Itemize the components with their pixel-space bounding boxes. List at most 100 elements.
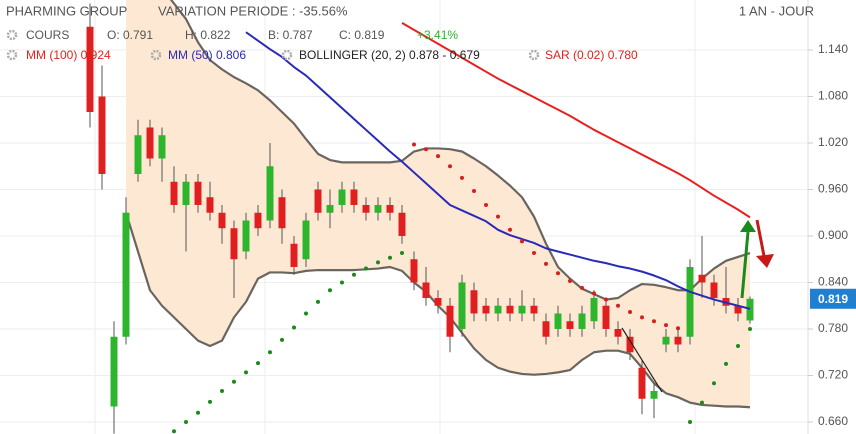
sar-dot [676, 326, 680, 331]
candle-body [374, 204, 382, 213]
candle-body [218, 212, 226, 229]
legend-high: H: 0.822 [185, 28, 231, 42]
candle-body [266, 166, 274, 221]
sar-dot [484, 202, 488, 207]
sar-dot [196, 410, 200, 415]
candle-body [182, 181, 190, 205]
gear-icon[interactable] [6, 29, 18, 41]
candle-body [578, 313, 586, 329]
legend-open: O: 0.791 [107, 28, 153, 42]
trend-line [621, 327, 663, 393]
sar-dot [208, 399, 212, 404]
candle-body [686, 266, 694, 337]
candle-body [626, 336, 634, 353]
candle-body [338, 189, 346, 205]
candle-body [350, 189, 358, 205]
candle-body [86, 26, 94, 112]
subtitle: VARIATION PERIODE : -35.56% [158, 3, 348, 18]
sar-dot [400, 251, 404, 256]
y-tick-label: 0.660 [818, 414, 848, 428]
sar-dot [292, 325, 296, 330]
candle-body [98, 96, 106, 174]
candle-body [122, 212, 130, 337]
sar-dot [388, 255, 392, 260]
y-tick-label: 0.780 [818, 321, 848, 335]
sar-dot [280, 337, 284, 342]
candle-body [602, 305, 610, 329]
candle-body [386, 204, 394, 213]
sar-dot [688, 419, 692, 424]
candle-body [134, 135, 142, 174]
y-tick-label: 0.840 [818, 275, 848, 289]
sar-dot [268, 350, 272, 355]
sar-dot [448, 164, 452, 169]
sar-dot [592, 291, 596, 296]
sar-dot [424, 147, 428, 152]
sar-dot [712, 381, 716, 386]
candle-body [398, 212, 406, 236]
candle-body [494, 305, 502, 314]
gear-icon[interactable] [6, 49, 18, 61]
sar-dot [376, 260, 380, 265]
sar-dot [652, 319, 656, 324]
candle-body [326, 204, 334, 213]
candle-body [170, 181, 178, 205]
sar-dot [532, 251, 536, 256]
sar-dot [568, 278, 572, 283]
candle-body [410, 259, 418, 283]
sar-dot [256, 361, 260, 366]
candle-body [518, 305, 526, 314]
candle-body [746, 298, 754, 321]
sar-dot [604, 297, 608, 302]
y-tick-label: 0.900 [818, 228, 848, 242]
sar-dot [436, 154, 440, 159]
down-arrowhead [756, 254, 774, 268]
sar-dot [748, 326, 752, 331]
legend-bollinger: BOLLINGER (20, 2) 0.878 - 0.679 [299, 48, 480, 62]
sar-dot [232, 379, 236, 384]
y-tick-label: 1.140 [818, 42, 848, 56]
line-layer [172, 21, 752, 434]
candle-body [530, 305, 538, 314]
candle-body [710, 282, 718, 298]
candle-body [734, 305, 742, 314]
candle-body [482, 305, 490, 314]
gear-icon[interactable] [281, 49, 293, 61]
candle-body [446, 305, 454, 337]
chart-title: PHARMING GROUP [6, 3, 127, 18]
legend-change: +3.41% [417, 28, 458, 42]
gear-icon[interactable] [528, 49, 540, 61]
y-tick-label: 0.960 [818, 182, 848, 196]
moving-average [401, 21, 751, 219]
legend-low: B: 0.787 [268, 28, 313, 42]
sar-dot [616, 303, 620, 308]
candle-body [146, 127, 154, 159]
legend-cours: COURS [26, 28, 69, 42]
down-arrow [755, 219, 766, 257]
gear-icon[interactable] [150, 49, 162, 61]
sar-dot [664, 323, 668, 328]
sar-dot [316, 299, 320, 304]
y-tick-label: 0.720 [818, 368, 848, 382]
legend-mm50: MM (50) 0.806 [168, 48, 246, 62]
annotations [621, 219, 774, 393]
candle-body [422, 282, 430, 298]
candle-body [458, 282, 466, 329]
candle-body [254, 212, 262, 229]
sar-dot [328, 288, 332, 293]
candle-body [470, 290, 478, 314]
y-axis: 1.140 1.080 1.020 0.960 0.900 0.840 0.780 0.720… [808, 42, 856, 428]
candle-body [278, 197, 286, 229]
sar-dot [700, 400, 704, 405]
period: 1 AN - JOUR [739, 3, 814, 18]
sar-dot [340, 280, 344, 285]
bollinger-upper [169, 0, 751, 301]
candle-body [674, 336, 682, 345]
sar-dot [544, 261, 548, 266]
sar-dot [472, 189, 476, 194]
y-tick-label: 1.080 [818, 89, 848, 103]
candle-body [662, 336, 670, 345]
candle-body [194, 181, 202, 205]
